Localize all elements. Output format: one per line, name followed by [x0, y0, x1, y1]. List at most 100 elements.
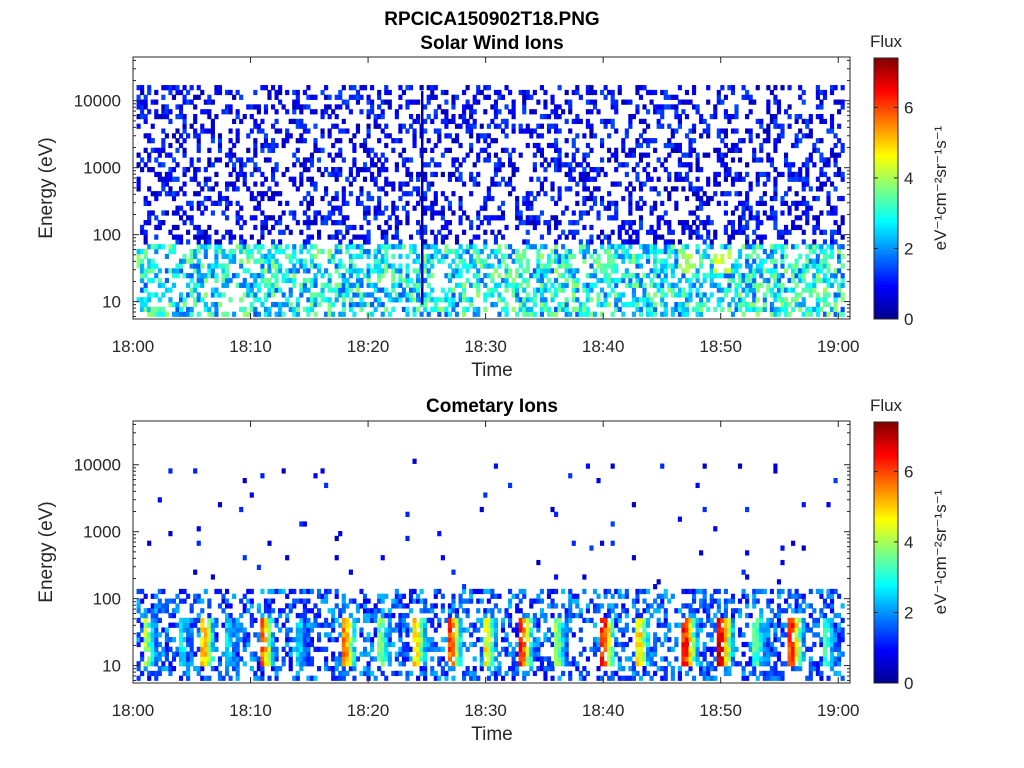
heatmap-cell [745, 287, 750, 293]
heatmap-cell [808, 292, 813, 298]
heatmap-cell [833, 99, 838, 105]
heatmap-cell [734, 263, 739, 269]
heatmap-cell [384, 627, 389, 633]
heatmap-cell [295, 675, 300, 681]
heatmap-cell [621, 311, 626, 317]
heatmap-cell [182, 670, 187, 677]
heatmap-cell [352, 675, 357, 681]
heatmap-cell [207, 627, 212, 633]
heatmap-cell [430, 273, 435, 279]
heatmap-cell [706, 229, 711, 235]
heatmap-cell [345, 224, 350, 231]
heatmap-cell [380, 268, 385, 274]
heatmap-cell [175, 622, 180, 628]
heatmap-cell [260, 229, 265, 235]
heatmap-cell [292, 263, 297, 269]
heatmap-cell [164, 181, 169, 187]
heatmap-cell [508, 157, 513, 163]
heatmap-cell [338, 612, 343, 619]
heatmap-cell [168, 186, 173, 192]
heatmap-cell [175, 113, 180, 120]
heatmap-cell [366, 94, 371, 100]
heatmap-cell [635, 142, 640, 149]
heatmap-cell [182, 171, 187, 178]
heatmap-cell [235, 244, 240, 250]
heatmap-cell [840, 85, 845, 91]
heatmap-cell [476, 282, 481, 288]
heatmap-cell [469, 123, 474, 129]
heatmap-cell [391, 306, 396, 313]
heatmap-cell [217, 85, 223, 91]
heatmap-cell [550, 258, 555, 264]
heatmap-cell [787, 85, 792, 91]
heatmap-cell [433, 191, 438, 197]
heatmap-cell [709, 258, 714, 264]
heatmap-cell [355, 123, 361, 129]
heatmap-cell [557, 157, 562, 163]
heatmap-cell [228, 109, 233, 115]
heatmap-cell [345, 646, 350, 652]
heatmap-cell [734, 292, 739, 298]
heatmap-cell [600, 268, 605, 274]
heatmap-cell [607, 282, 612, 288]
heatmap-cell [783, 306, 789, 313]
heatmap-cell [614, 109, 619, 115]
heatmap-cell [299, 656, 304, 662]
heatmap-cell [624, 239, 629, 245]
heatmap-cell [585, 244, 590, 250]
heatmap-cell [341, 191, 346, 197]
heatmap-cell [203, 181, 208, 187]
heatmap-cell [561, 302, 566, 308]
heatmap-cell [458, 622, 463, 628]
heatmap-cell [306, 675, 311, 681]
heatmap-cell [674, 253, 679, 260]
heatmap-cell [550, 157, 555, 163]
heatmap-cell [628, 244, 633, 250]
heatmap-cell [140, 588, 145, 595]
heatmap-cell [331, 608, 336, 614]
heatmap-cell [462, 641, 467, 648]
heatmap-cell [341, 666, 346, 672]
heatmap-cell [794, 171, 799, 178]
heatmap-cell [327, 210, 332, 216]
heatmap-cell [327, 128, 332, 134]
heatmap-cell [500, 215, 506, 221]
heatmap-cell [306, 617, 311, 624]
heatmap-cell [564, 306, 569, 313]
heatmap-cell [465, 608, 470, 614]
heatmap-cell [454, 627, 460, 633]
heatmap-cell [200, 277, 205, 284]
heatmap-cell [182, 191, 187, 197]
heatmap-cell [766, 152, 771, 158]
heatmap-cell [401, 287, 407, 293]
heatmap-cell [391, 138, 396, 144]
heatmap-cell [210, 656, 215, 662]
heatmap-cell [260, 171, 265, 178]
heatmap-cell [313, 253, 318, 260]
heatmap-cell [235, 133, 240, 139]
heatmap-cell [794, 113, 799, 120]
heatmap-cell [309, 181, 315, 187]
heatmap-cell [508, 622, 513, 628]
heatmap-cell [210, 311, 215, 317]
heatmap-cell [140, 287, 145, 293]
heatmap-cell [812, 263, 817, 269]
heatmap-cell [557, 220, 562, 226]
heatmap-cell [596, 210, 601, 216]
heatmap-cell [373, 205, 378, 211]
heatmap-cell [341, 675, 346, 681]
heatmap-cell [554, 200, 559, 206]
heatmap-cell [465, 248, 470, 255]
heatmap-cell [504, 133, 509, 139]
heatmap-cell [564, 99, 569, 105]
heatmap-cell [745, 282, 750, 288]
heatmap-cell [815, 277, 820, 284]
heatmap-cell [370, 268, 375, 274]
heatmap-cell [405, 297, 410, 303]
heatmap-cell [624, 171, 629, 178]
heatmap-cell [762, 306, 767, 313]
heatmap-cell [677, 99, 682, 105]
heatmap-cell [143, 641, 148, 648]
heatmap-cell [437, 311, 442, 317]
